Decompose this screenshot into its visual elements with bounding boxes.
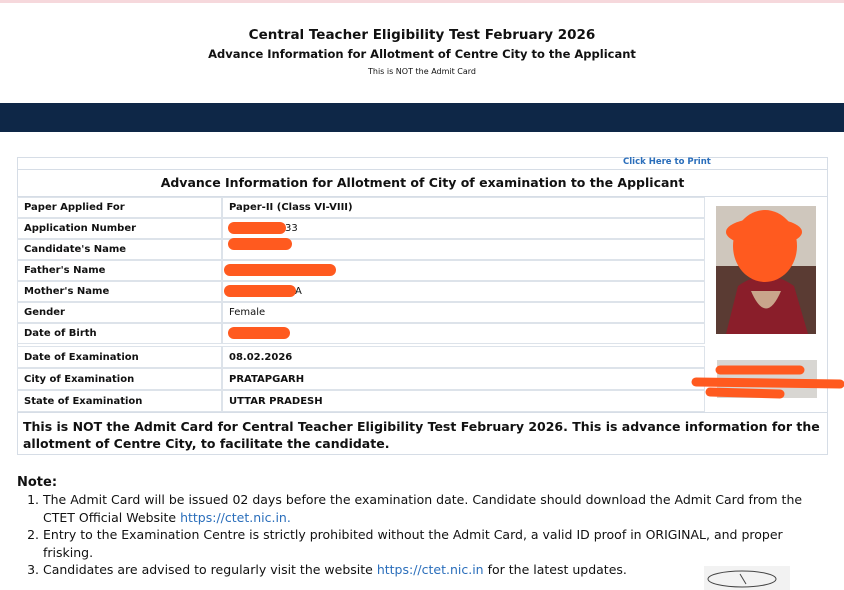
row-value: PRATAPGARH bbox=[222, 368, 705, 390]
row-value: A bbox=[222, 281, 705, 302]
note-text: The Admit Card will be issued 02 days be… bbox=[43, 492, 803, 525]
row-label: Candidate's Name bbox=[17, 239, 222, 260]
redaction bbox=[228, 238, 292, 250]
nav-bar bbox=[0, 103, 844, 132]
row-label: Date of Examination bbox=[17, 346, 222, 368]
row-value bbox=[222, 260, 705, 281]
photo bbox=[716, 206, 816, 334]
header-note: This is NOT the Admit Card bbox=[367, 67, 477, 76]
row-label: Paper Applied For bbox=[17, 197, 222, 218]
row-label: Father's Name bbox=[17, 260, 222, 281]
row-value: 08.02.2026 bbox=[222, 346, 705, 368]
row-value bbox=[222, 239, 705, 260]
row-label: Date of Birth bbox=[17, 323, 222, 344]
row-value: Paper-II (Class VI-VIII) bbox=[222, 197, 705, 218]
note-text: for the latest updates. bbox=[483, 562, 627, 577]
notice: This is NOT the Admit Card for Central T… bbox=[17, 412, 828, 455]
redaction bbox=[224, 264, 336, 276]
signature bbox=[691, 360, 844, 399]
print-link[interactable]: Click Here to Print bbox=[623, 157, 711, 167]
note-text: Candidates are advised to regularly visi… bbox=[43, 562, 377, 577]
note-item: The Admit Card will be issued 02 days be… bbox=[43, 491, 832, 526]
note-link[interactable]: https://ctet.nic.in bbox=[376, 562, 484, 577]
note-list: The Admit Card will be issued 02 days be… bbox=[17, 491, 832, 579]
signature-sketch bbox=[704, 566, 790, 590]
note-item: Entry to the Examination Centre is stric… bbox=[43, 526, 832, 561]
note-item: Candidates are advised to regularly visi… bbox=[43, 561, 832, 579]
row-label: Gender bbox=[17, 302, 222, 323]
row-value: UTTAR PRADESH bbox=[222, 390, 705, 412]
row-label: State of Examination bbox=[17, 390, 222, 412]
table-heading: Advance Information for Allotment of Cit… bbox=[17, 169, 828, 197]
row-label: Application Number bbox=[17, 218, 222, 239]
title: Central Teacher Eligibility Test Februar… bbox=[248, 27, 596, 43]
row-label: Mother's Name bbox=[17, 281, 222, 302]
row-value bbox=[222, 323, 705, 344]
subtitle: Advance Information for Allotment of Cen… bbox=[208, 47, 636, 61]
redaction bbox=[224, 285, 296, 297]
row-label: City of Examination bbox=[17, 368, 222, 390]
redaction bbox=[228, 327, 290, 339]
row-value: 33 bbox=[222, 218, 705, 239]
note-text: Entry to the Examination Centre is stric… bbox=[43, 527, 783, 560]
top-border bbox=[0, 0, 844, 3]
note-link[interactable]: https://ctet.nic.in. bbox=[180, 509, 291, 525]
redaction bbox=[228, 222, 286, 234]
row-value: Female bbox=[222, 302, 705, 323]
note-heading: Note: bbox=[17, 475, 58, 490]
